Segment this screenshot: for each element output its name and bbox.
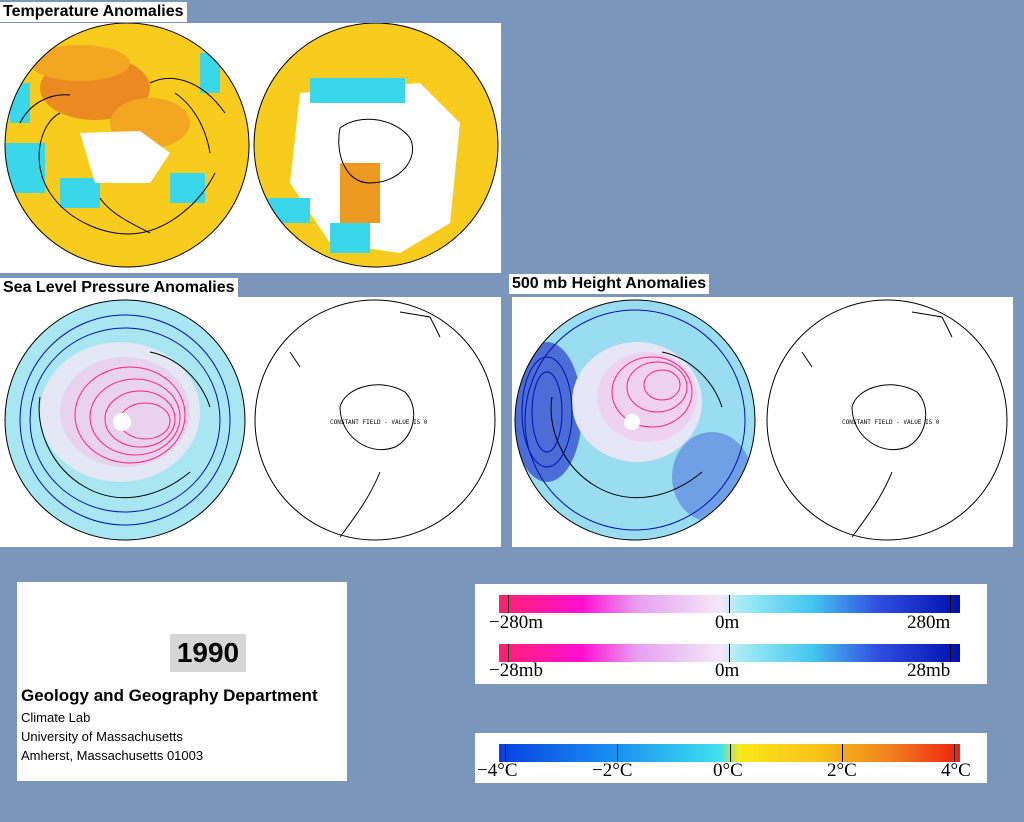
pressure-tick-min [508, 644, 509, 662]
temperature-maps-panel [0, 23, 501, 273]
pressure-tick-max [950, 644, 951, 662]
year-label: 1990 [170, 634, 246, 672]
pressure-label-max: 28mb [907, 660, 951, 681]
500mb-height-maps-panel: CONSTANT FIELD - VALUE IS 0 [512, 297, 1013, 547]
temperature-label-2: −2°C [592, 760, 633, 781]
pressure-label-min: −28mb [489, 660, 543, 681]
temperature-tick-4 [842, 744, 843, 762]
height-tick-mid [729, 595, 730, 613]
temperature-label-5: 4°C [941, 760, 971, 781]
temperature-label-3: 0°C [713, 760, 743, 781]
sea-level-pressure-maps-panel: CONSTANT FIELD - VALUE IS 0 [0, 297, 501, 547]
slp-south-constant-field-note: CONSTANT FIELD - VALUE IS 0 [330, 419, 428, 426]
temperature-tick-1 [505, 744, 506, 762]
temperature-legend: −4°C −2°C 0°C 2°C 4°C [475, 733, 987, 783]
temperature-tick-2 [617, 744, 618, 762]
department-name: Geology and Geography Department [21, 686, 318, 705]
height-tick-min [508, 595, 509, 613]
height-pressure-legend: −280m 0m 280m −28mb 0m 28mb [475, 584, 987, 684]
height-tick-max [950, 595, 951, 613]
height-south-constant-field-note: CONSTANT FIELD - VALUE IS 0 [842, 419, 940, 426]
temperature-color-bar [499, 744, 960, 762]
500mb-height-maps: CONSTANT FIELD - VALUE IS 0 [514, 299, 1008, 541]
lab-name: Climate Lab [21, 710, 91, 725]
temperature-maps [4, 23, 499, 268]
sea-level-pressure-anomalies-title: Sea Level Pressure Anomalies [0, 278, 238, 298]
height-south-hemisphere-map: CONSTANT FIELD - VALUE IS 0 [766, 299, 1008, 541]
temperature-label-1: −4°C [477, 760, 518, 781]
height-label-mid: 0m [715, 612, 740, 633]
temperature-north-hemisphere-map [5, 23, 249, 267]
height-north-hemisphere-map [515, 300, 755, 540]
height-label-max: 280m [907, 612, 951, 633]
slp-north-hemisphere-map [5, 300, 245, 540]
temperature-tick-3 [730, 744, 731, 762]
address: Amherst, Massachusetts 01003 [21, 748, 204, 763]
temperature-tick-5 [954, 744, 955, 762]
university-name: University of Massachusetts [21, 729, 183, 744]
500mb-height-anomalies-title: 500 mb Height Anomalies [509, 274, 710, 294]
info-box: 1990 Geology and Geography Department Cl… [17, 582, 347, 781]
temperature-south-hemisphere-map [254, 23, 498, 267]
pressure-tick-mid [729, 644, 730, 662]
slp-south-hemisphere-map: CONSTANT FIELD - VALUE IS 0 [254, 299, 496, 541]
sea-level-pressure-maps: CONSTANT FIELD - VALUE IS 0 [4, 299, 496, 541]
pressure-label-mid: 0m [715, 660, 740, 681]
height-label-min: −280m [489, 612, 543, 633]
temperature-anomalies-title: Temperature Anomalies [0, 2, 187, 22]
temperature-label-4: 2°C [827, 760, 857, 781]
